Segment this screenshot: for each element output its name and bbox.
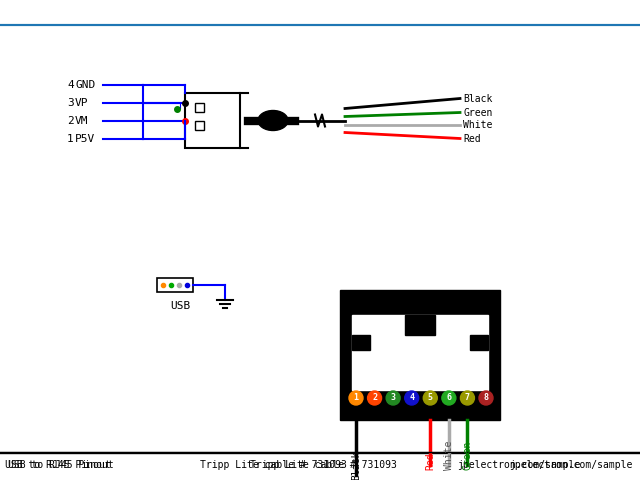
- Text: Black: Black: [351, 451, 361, 480]
- Text: GND: GND: [75, 80, 95, 90]
- Text: 3: 3: [67, 98, 74, 108]
- Text: White: White: [444, 441, 454, 470]
- Circle shape: [442, 391, 456, 405]
- Text: 6: 6: [446, 394, 451, 403]
- Text: 4: 4: [409, 394, 414, 403]
- Text: USB: USB: [170, 301, 190, 311]
- Text: USB to RJ45 Pinout: USB to RJ45 Pinout: [8, 460, 114, 470]
- Circle shape: [423, 391, 437, 405]
- Text: 2: 2: [372, 394, 377, 403]
- Text: VM: VM: [75, 116, 88, 126]
- Circle shape: [386, 391, 400, 405]
- Text: 2: 2: [67, 116, 74, 126]
- Text: jpelectron.com/sample: jpelectron.com/sample: [509, 460, 632, 470]
- Text: 7: 7: [465, 394, 470, 403]
- Text: Green: Green: [463, 441, 472, 470]
- Text: Green: Green: [463, 108, 492, 118]
- Circle shape: [404, 391, 419, 405]
- Text: 5: 5: [428, 394, 433, 403]
- Bar: [340, 290, 500, 420]
- Text: USB to RJ45 Pinout: USB to RJ45 Pinout: [5, 460, 111, 470]
- Text: 4: 4: [67, 80, 74, 90]
- Bar: [157, 278, 193, 292]
- Bar: [470, 335, 488, 350]
- Text: Red: Red: [426, 452, 435, 470]
- Circle shape: [367, 391, 381, 405]
- Text: Tripp Lite cable # 731093: Tripp Lite cable # 731093: [250, 460, 397, 470]
- Text: 8: 8: [483, 394, 488, 403]
- Text: jpelectron.com/sample: jpelectron.com/sample: [456, 460, 580, 470]
- Bar: [352, 315, 488, 390]
- Text: Tripp Lite cable # 731093: Tripp Lite cable # 731093: [200, 460, 347, 470]
- Text: 1: 1: [67, 134, 74, 144]
- Text: VP: VP: [75, 98, 88, 108]
- Circle shape: [460, 391, 474, 405]
- Circle shape: [479, 391, 493, 405]
- Ellipse shape: [258, 110, 288, 131]
- Bar: [405, 315, 435, 335]
- Text: White: White: [463, 120, 492, 130]
- Text: P5V: P5V: [75, 134, 95, 144]
- Text: Black: Black: [463, 94, 492, 104]
- Text: 1: 1: [353, 394, 358, 403]
- Circle shape: [349, 391, 363, 405]
- Bar: [352, 335, 370, 350]
- Text: Red: Red: [463, 133, 481, 144]
- Text: 3: 3: [390, 394, 396, 403]
